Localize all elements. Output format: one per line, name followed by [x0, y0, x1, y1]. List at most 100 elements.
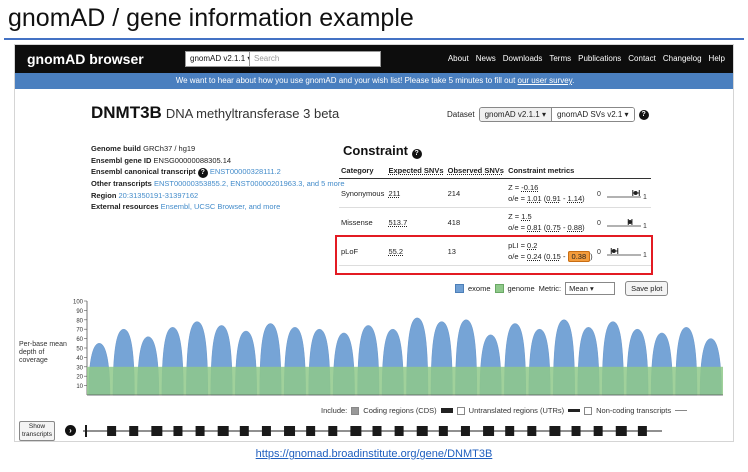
- exon-block: [593, 426, 603, 436]
- legend-genome: genome: [507, 284, 535, 293]
- coverage-tick-label: 90: [76, 309, 83, 315]
- sv-dataset-select[interactable]: gnomAD SVs v2.1 ▾: [550, 108, 634, 121]
- coverage-plot: 100 90 80 70 60 50 40 30 20 10: [73, 300, 723, 396]
- exon-block: [615, 426, 627, 436]
- nav-link-downloads[interactable]: Downloads: [502, 54, 543, 63]
- coverage-tick-label: 80: [76, 318, 83, 324]
- oe-axis-min: 0: [597, 191, 601, 198]
- exon-block: [151, 426, 163, 436]
- exon-block: [284, 426, 296, 436]
- oe-axis-min: 0: [597, 249, 601, 256]
- oe-axis-max: 1: [643, 252, 647, 259]
- nav-link-terms[interactable]: Terms: [549, 54, 572, 63]
- other-transcripts-link[interactable]: ENST00000353855.2, ENST00000201963.3, an…: [153, 179, 345, 188]
- noncoding-checkbox[interactable]: [584, 406, 593, 415]
- col-observed: Observed SNVs: [445, 163, 507, 179]
- utr-checkbox[interactable]: [456, 406, 465, 415]
- external-resources-link[interactable]: Ensembl, UCSC Browser, and more: [160, 202, 281, 211]
- oe-axis-max: 1: [643, 194, 647, 201]
- exon-block: [571, 426, 581, 436]
- transcript-track: [83, 425, 662, 437]
- brand-logo[interactable]: gnomAD browser: [27, 51, 144, 67]
- info-canonical: Ensembl canonical transcript ? ENST00000…: [91, 167, 281, 178]
- col-metrics: Constraint metrics: [506, 163, 595, 179]
- top-navbar: gnomAD browser gnomAD v2.1.1 ▾ Search Ab…: [15, 45, 733, 73]
- gene-symbol: DNMT3B: [91, 103, 162, 122]
- exon-block: [394, 426, 404, 436]
- table-row: Missense 513.7 418 Z = 1.5 o/e = 0.81 (0…: [339, 207, 651, 237]
- oe-point: [611, 249, 616, 253]
- survey-banner: We want to hear about how you use gnomAD…: [15, 73, 733, 89]
- nav-links: About News Downloads Terms Publications …: [448, 54, 725, 63]
- banner-end: .: [572, 76, 575, 85]
- nav-link-contact[interactable]: Contact: [628, 54, 656, 63]
- chevron-down-icon: ▾: [589, 284, 594, 293]
- exon-block: [438, 426, 448, 436]
- navbar-dataset-select[interactable]: gnomAD v2.1.1 ▾: [185, 51, 257, 67]
- coverage-legend: exome genome Metric: Mean ▾ Save plot: [455, 281, 669, 296]
- region-link[interactable]: 20:31350191-31397162: [118, 190, 199, 200]
- dataset-select[interactable]: gnomAD v2.1.1 ▾: [479, 108, 551, 121]
- col-category: Category: [339, 163, 387, 179]
- dataset-selector: Dataset gnomAD v2.1.1 ▾ gnomAD SVs v2.1 …: [447, 107, 649, 122]
- metric-label: Metric:: [538, 284, 562, 293]
- oe-point: [633, 191, 638, 195]
- info-ensembl-id: Ensembl gene ID ENSG00000088305.14: [91, 155, 232, 165]
- nav-link-publications[interactable]: Publications: [578, 54, 622, 63]
- exon-block: [129, 426, 139, 436]
- search-input[interactable]: Search: [249, 51, 381, 67]
- exon-block: [173, 426, 183, 436]
- legend-exome: exome: [468, 284, 491, 293]
- table-row: pLoF 55.2 13 pLI = 0.2 o/e = 0.24 (0.15 …: [339, 236, 651, 266]
- coverage-tick-label: 40: [76, 356, 83, 362]
- banner-survey-link[interactable]: our user survey: [517, 76, 573, 85]
- table-row: Synonymous 211 214 Z = -0.16 o/e = 1.01 …: [339, 178, 651, 208]
- constraint-table: Category Expected SNVs Observed SNVs Con…: [339, 163, 651, 266]
- gene-full-name: DNA methyltransferase 3 beta: [165, 106, 340, 121]
- info-other-transcripts: Other transcripts ENST00000353855.2, ENS…: [91, 179, 345, 188]
- nav-link-help[interactable]: Help: [708, 54, 725, 63]
- nav-link-news[interactable]: News: [475, 54, 496, 63]
- coverage-tick-label: 10: [76, 384, 83, 390]
- constraint-help-icon[interactable]: ?: [411, 149, 422, 159]
- utr-swatch: [568, 409, 581, 412]
- col-expected: Expected SNVs: [386, 163, 446, 179]
- gnomad-screenshot: gnomAD browser gnomAD v2.1.1 ▾ Search Ab…: [14, 44, 734, 442]
- coverage-tick-label: 30: [76, 365, 83, 371]
- nav-link-about[interactable]: About: [447, 54, 469, 63]
- coverage-tick-label: 100: [73, 300, 84, 306]
- source-url-link[interactable]: https://gnomad.broadinstitute.org/gene/D…: [255, 448, 493, 460]
- gene-info-panel: Genome build GRCh37 / hg19 Ensembl gene …: [91, 143, 347, 213]
- coverage-tick-label: 60: [76, 337, 83, 343]
- strand-arrow-icon: ›: [65, 425, 76, 436]
- genome-swatch: [494, 284, 504, 293]
- slide-title-rule: [4, 38, 744, 40]
- exon-block: [416, 426, 428, 436]
- info-genome-build: Genome build GRCh37 / hg19: [91, 144, 196, 153]
- constraint-heading: Constraint ?: [343, 143, 422, 159]
- exon-block: [483, 426, 495, 436]
- exon-block: [217, 426, 229, 436]
- exon-block: [350, 426, 362, 436]
- exon-block: [306, 426, 316, 436]
- exon-block: [372, 426, 382, 436]
- include-controls: Include: Coding regions (CDS) Untranslat…: [321, 406, 688, 415]
- exon-block: [85, 425, 87, 437]
- canonical-help-icon[interactable]: ?: [197, 168, 208, 178]
- save-plot-button[interactable]: Save plot: [625, 281, 669, 296]
- nav-link-changelog[interactable]: Changelog: [662, 54, 702, 63]
- coverage-tick-label: 50: [76, 347, 83, 353]
- exon-block: [549, 426, 561, 436]
- show-transcripts-button[interactable]: Show transcripts: [19, 421, 55, 441]
- help-icon[interactable]: ?: [638, 109, 649, 120]
- coverage-tick-label: 70: [76, 328, 83, 334]
- cds-checkbox[interactable]: [351, 406, 360, 415]
- plof-highlight-box: [335, 235, 653, 275]
- canonical-transcript-link[interactable]: ENST00000328111.2: [209, 167, 281, 176]
- metric-select[interactable]: Mean ▾: [565, 282, 616, 295]
- info-external: External resources Ensembl, UCSC Browser…: [91, 202, 281, 211]
- oe-axis-min: 0: [597, 220, 601, 227]
- oe-point: [627, 220, 632, 224]
